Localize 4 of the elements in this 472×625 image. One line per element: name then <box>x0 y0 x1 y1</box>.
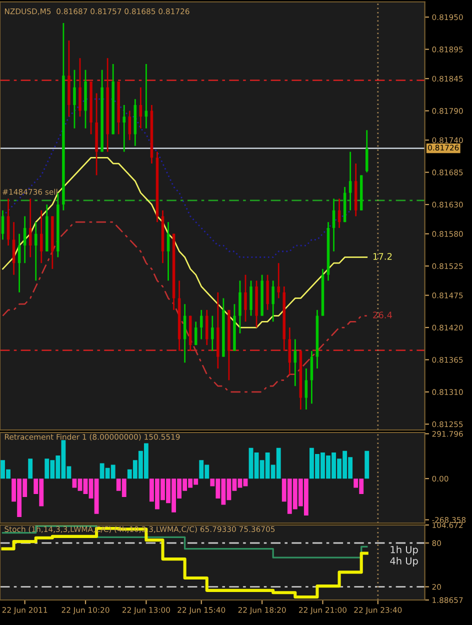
annotation: 17.2 <box>373 253 392 260</box>
annotation: 4h Up <box>390 557 418 566</box>
annotation: 26.4 <box>373 312 392 318</box>
annotation: 1h Up <box>390 546 418 556</box>
